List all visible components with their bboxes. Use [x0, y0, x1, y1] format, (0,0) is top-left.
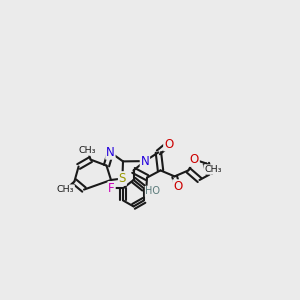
Text: O: O — [173, 180, 182, 193]
Text: O: O — [190, 153, 199, 166]
Text: F: F — [108, 182, 115, 195]
Text: S: S — [119, 172, 126, 185]
Text: O: O — [164, 137, 173, 151]
Text: N: N — [106, 146, 115, 159]
Text: CH₃: CH₃ — [79, 146, 96, 155]
Text: CH₃: CH₃ — [57, 185, 74, 194]
Text: CH₃: CH₃ — [204, 165, 222, 174]
Text: HO: HO — [146, 186, 160, 197]
Text: N: N — [140, 154, 149, 168]
